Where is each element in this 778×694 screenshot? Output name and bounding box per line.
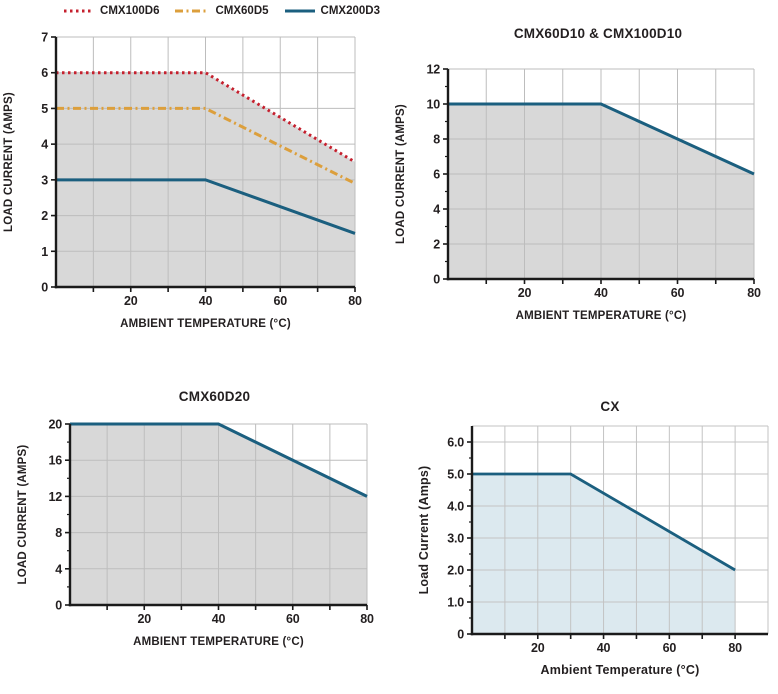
svg-text:12: 12 [426, 63, 440, 77]
svg-text:AMBIENT TEMPERATURE (°C): AMBIENT TEMPERATURE (°C) [120, 318, 291, 330]
svg-text:4: 4 [433, 203, 440, 217]
svg-text:1.0: 1.0 [447, 596, 464, 610]
svg-text:LOAD CURRENT (AMPS): LOAD CURRENT (AMPS) [17, 445, 29, 585]
svg-text:16: 16 [48, 454, 62, 468]
svg-text:4.0: 4.0 [447, 500, 464, 514]
svg-text:80: 80 [360, 612, 374, 626]
chart4-plot: 20 40 60 80 0 1.0 2.0 3.0 4.0 5.0 6.0 Ambient Tempe… [417, 425, 769, 677]
legend-line-dashdot-icon [175, 9, 210, 13]
chart1-plot: 20 40 60 80 0 1 2 3 4 5 6 7 AMBIENT TEMPERATURE (°C)… [3, 31, 362, 331]
svg-text:5: 5 [41, 102, 48, 116]
svg-text:40: 40 [212, 612, 226, 626]
chart-panel-cmx60d10-cmx100d10: CMX60D10 & CMX100D10 20 40 60 80 0 2 4 6 8 10 12 AM… [389, 0, 778, 335]
svg-text:3: 3 [41, 173, 48, 187]
svg-text:0: 0 [457, 628, 464, 642]
svg-text:AMBIENT TEMPERATURE (°C): AMBIENT TEMPERATURE (°C) [133, 636, 304, 648]
svg-text:LOAD CURRENT (AMPS): LOAD CURRENT (AMPS) [395, 104, 407, 244]
legend-item-cmx200d3: CMX200D3 [284, 5, 380, 17]
svg-text:80: 80 [348, 294, 362, 308]
svg-text:40: 40 [597, 641, 611, 655]
chart3-title: CMX60D20 [178, 389, 251, 404]
svg-text:AMBIENT TEMPERATURE (°C): AMBIENT TEMPERATURE (°C) [516, 310, 687, 322]
svg-text:6: 6 [433, 168, 440, 182]
svg-text:LOAD CURRENT (AMPS): LOAD CURRENT (AMPS) [3, 92, 15, 232]
legend-label: CMX200D3 [320, 5, 380, 17]
svg-text:4: 4 [55, 562, 62, 576]
legend-label: CMX100D6 [100, 5, 160, 17]
svg-text:Load Current (Amps): Load Current (Amps) [417, 466, 431, 595]
svg-text:20: 20 [531, 641, 545, 655]
svg-text:6.0: 6.0 [447, 436, 464, 450]
svg-text:20: 20 [518, 286, 532, 300]
svg-text:Ambient Temperature (°C): Ambient Temperature (°C) [541, 663, 700, 677]
svg-text:80: 80 [747, 286, 761, 300]
svg-text:6: 6 [41, 66, 48, 80]
svg-text:0: 0 [433, 273, 440, 287]
legend-item-cmx100d6: CMX100D6 [64, 5, 159, 17]
svg-text:8: 8 [433, 133, 440, 147]
svg-text:2.0: 2.0 [447, 564, 464, 578]
svg-text:20: 20 [137, 612, 151, 626]
legend-item-cmx60d5: CMX60D5 [175, 5, 269, 17]
svg-text:5.0: 5.0 [447, 468, 464, 482]
legend-label: CMX60D5 [215, 5, 269, 17]
chart3-plot: 20 40 60 80 0 4 8 12 16 20 AMBIENT TEMPERATURE (°C… [17, 418, 374, 649]
chart2-plot: 20 40 60 80 0 2 4 6 8 10 12 AMBIENT TEMPERATURE (°C… [395, 63, 761, 323]
svg-text:20: 20 [124, 294, 138, 308]
chart2-title: CMX60D10 & CMX100D10 [513, 26, 683, 41]
svg-text:3.0: 3.0 [447, 532, 464, 546]
svg-text:20: 20 [48, 418, 62, 432]
svg-text:40: 40 [199, 294, 213, 308]
svg-text:0: 0 [41, 281, 48, 295]
chart-panel-cmx-3-5-6a: CMX100D6 CMX60D5 CMX200D3 20 40 60 80 0 1 2 3 4 5… [0, 0, 389, 335]
svg-text:7: 7 [41, 31, 48, 45]
legend-line-dotted-icon [64, 9, 95, 13]
svg-text:0: 0 [55, 599, 62, 613]
svg-text:4: 4 [41, 138, 48, 152]
chart4-title: CX [600, 399, 620, 414]
chart-panel-cmx60d20: CMX60D20 20 40 60 80 0 4 8 12 16 20 AMBIENT TEMPER… [0, 375, 389, 682]
chart1-legend: CMX100D6 CMX60D5 CMX200D3 [0, 2, 389, 20]
svg-text:60: 60 [671, 286, 685, 300]
svg-text:2: 2 [433, 238, 440, 252]
svg-text:80: 80 [728, 641, 742, 655]
svg-text:1: 1 [41, 245, 48, 259]
svg-text:60: 60 [273, 294, 287, 308]
svg-text:60: 60 [663, 641, 677, 655]
svg-text:40: 40 [594, 286, 608, 300]
svg-text:10: 10 [426, 98, 440, 112]
svg-text:12: 12 [48, 490, 62, 504]
svg-text:8: 8 [55, 526, 62, 540]
chart-panel-cx: CX 20 40 60 80 0 1.0 2.0 3.0 4.0 5.0 6.0 Ambient Te… [389, 375, 778, 682]
svg-text:2: 2 [41, 209, 48, 223]
legend-line-solid-icon [284, 9, 315, 13]
svg-text:60: 60 [286, 612, 300, 626]
